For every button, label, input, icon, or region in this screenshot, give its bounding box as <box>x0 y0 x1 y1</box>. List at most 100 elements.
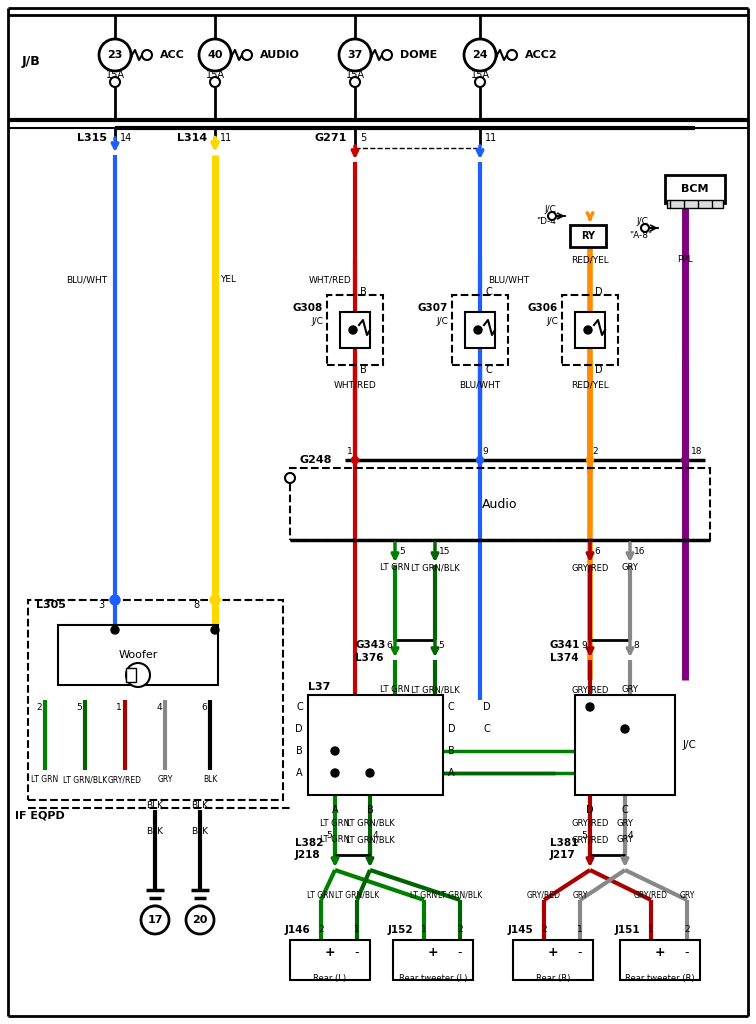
Circle shape <box>339 39 371 71</box>
Text: LT GRN/BLK: LT GRN/BLK <box>63 775 107 784</box>
Bar <box>290 468 710 540</box>
Text: GRY: GRY <box>572 891 587 899</box>
Text: D: D <box>483 702 491 712</box>
Text: 24: 24 <box>472 50 488 60</box>
Text: Rear (R): Rear (R) <box>536 974 570 982</box>
Text: Rear (L): Rear (L) <box>314 974 346 982</box>
Text: C: C <box>483 724 490 734</box>
Text: BLK: BLK <box>191 827 209 837</box>
Text: J/C: J/C <box>636 217 648 226</box>
Circle shape <box>681 457 689 464</box>
Text: LT GRN/BLK: LT GRN/BLK <box>411 563 460 572</box>
Text: 2: 2 <box>541 926 547 935</box>
Text: 5: 5 <box>327 830 332 840</box>
Text: BLK: BLK <box>147 827 163 837</box>
Text: G248: G248 <box>300 455 333 465</box>
Text: 15A: 15A <box>345 70 364 80</box>
Text: 4: 4 <box>628 830 634 840</box>
Text: Rear tweeter (L): Rear tweeter (L) <box>399 974 467 982</box>
Text: D: D <box>595 365 603 375</box>
Text: G343: G343 <box>355 640 386 650</box>
Text: J/B: J/B <box>22 55 41 69</box>
Circle shape <box>242 50 252 60</box>
Text: LT GRN: LT GRN <box>32 775 59 784</box>
Circle shape <box>122 50 132 60</box>
Circle shape <box>99 39 131 71</box>
Text: J151: J151 <box>615 925 640 935</box>
Text: 2: 2 <box>36 703 42 713</box>
Text: G306: G306 <box>528 303 558 313</box>
Text: LT GRN: LT GRN <box>308 891 335 899</box>
Circle shape <box>584 326 592 334</box>
Bar <box>308 695 443 795</box>
Text: GRY: GRY <box>621 563 638 572</box>
Circle shape <box>464 39 496 71</box>
Bar <box>28 600 283 800</box>
Text: 2: 2 <box>318 926 324 935</box>
Text: RED/YEL: RED/YEL <box>571 256 609 264</box>
Text: L315: L315 <box>77 133 107 143</box>
Text: +: + <box>547 946 559 959</box>
Text: A: A <box>448 768 454 778</box>
Text: 2: 2 <box>457 926 463 935</box>
Text: AUDIO: AUDIO <box>260 50 300 60</box>
Text: A: A <box>296 768 303 778</box>
Text: BCM: BCM <box>681 184 709 194</box>
Circle shape <box>507 50 517 60</box>
Circle shape <box>210 77 220 87</box>
Text: 17: 17 <box>147 915 163 925</box>
Text: GRY: GRY <box>621 685 638 694</box>
Text: C: C <box>485 287 491 297</box>
Text: "A-8": "A-8" <box>629 230 652 240</box>
Text: GRY: GRY <box>617 836 634 845</box>
Text: LT GRN: LT GRN <box>320 818 350 827</box>
Bar <box>513 940 593 980</box>
Text: LT GRN/BLK: LT GRN/BLK <box>345 818 395 827</box>
Text: +: + <box>655 946 665 959</box>
Text: RY: RY <box>581 231 595 241</box>
Text: GRY/RED: GRY/RED <box>572 818 609 827</box>
Text: L382: L382 <box>295 838 324 848</box>
Text: C: C <box>485 365 491 375</box>
Text: 5: 5 <box>399 548 404 556</box>
Text: 1: 1 <box>648 926 654 935</box>
Text: -: - <box>457 946 462 959</box>
Text: ACC2: ACC2 <box>525 50 558 60</box>
Text: G307: G307 <box>417 303 448 313</box>
Text: IF EQPD: IF EQPD <box>15 810 65 820</box>
Text: "D-4": "D-4" <box>536 217 560 226</box>
Text: 37: 37 <box>347 50 363 60</box>
Text: ACC: ACC <box>160 50 185 60</box>
Circle shape <box>111 626 119 634</box>
Text: 8: 8 <box>193 600 199 610</box>
Circle shape <box>475 77 485 87</box>
Text: Woofer: Woofer <box>118 650 158 660</box>
Text: 14: 14 <box>120 133 132 143</box>
Circle shape <box>110 77 120 87</box>
Text: -: - <box>685 946 689 959</box>
Text: D: D <box>586 805 593 815</box>
Circle shape <box>210 595 220 605</box>
Text: 8: 8 <box>633 640 639 649</box>
Text: 3: 3 <box>98 600 104 610</box>
Text: +: + <box>324 946 336 959</box>
Circle shape <box>362 50 372 60</box>
Text: WHT/RED: WHT/RED <box>308 275 351 285</box>
Bar <box>452 295 508 365</box>
Bar <box>667 200 723 208</box>
Bar <box>340 312 370 348</box>
Circle shape <box>366 769 374 777</box>
Circle shape <box>621 725 629 733</box>
Circle shape <box>350 77 360 87</box>
Text: GRY/RED: GRY/RED <box>108 775 142 784</box>
Text: LT GRN/BLK: LT GRN/BLK <box>411 685 460 694</box>
Circle shape <box>641 224 649 232</box>
Bar <box>575 695 675 795</box>
Text: C: C <box>448 702 455 712</box>
Text: 6: 6 <box>594 548 600 556</box>
Text: J/C: J/C <box>683 740 697 750</box>
Text: GRY/RED: GRY/RED <box>572 685 609 694</box>
Text: J146: J146 <box>285 925 311 935</box>
Text: BLU/WHT: BLU/WHT <box>460 381 500 389</box>
Circle shape <box>331 769 339 777</box>
